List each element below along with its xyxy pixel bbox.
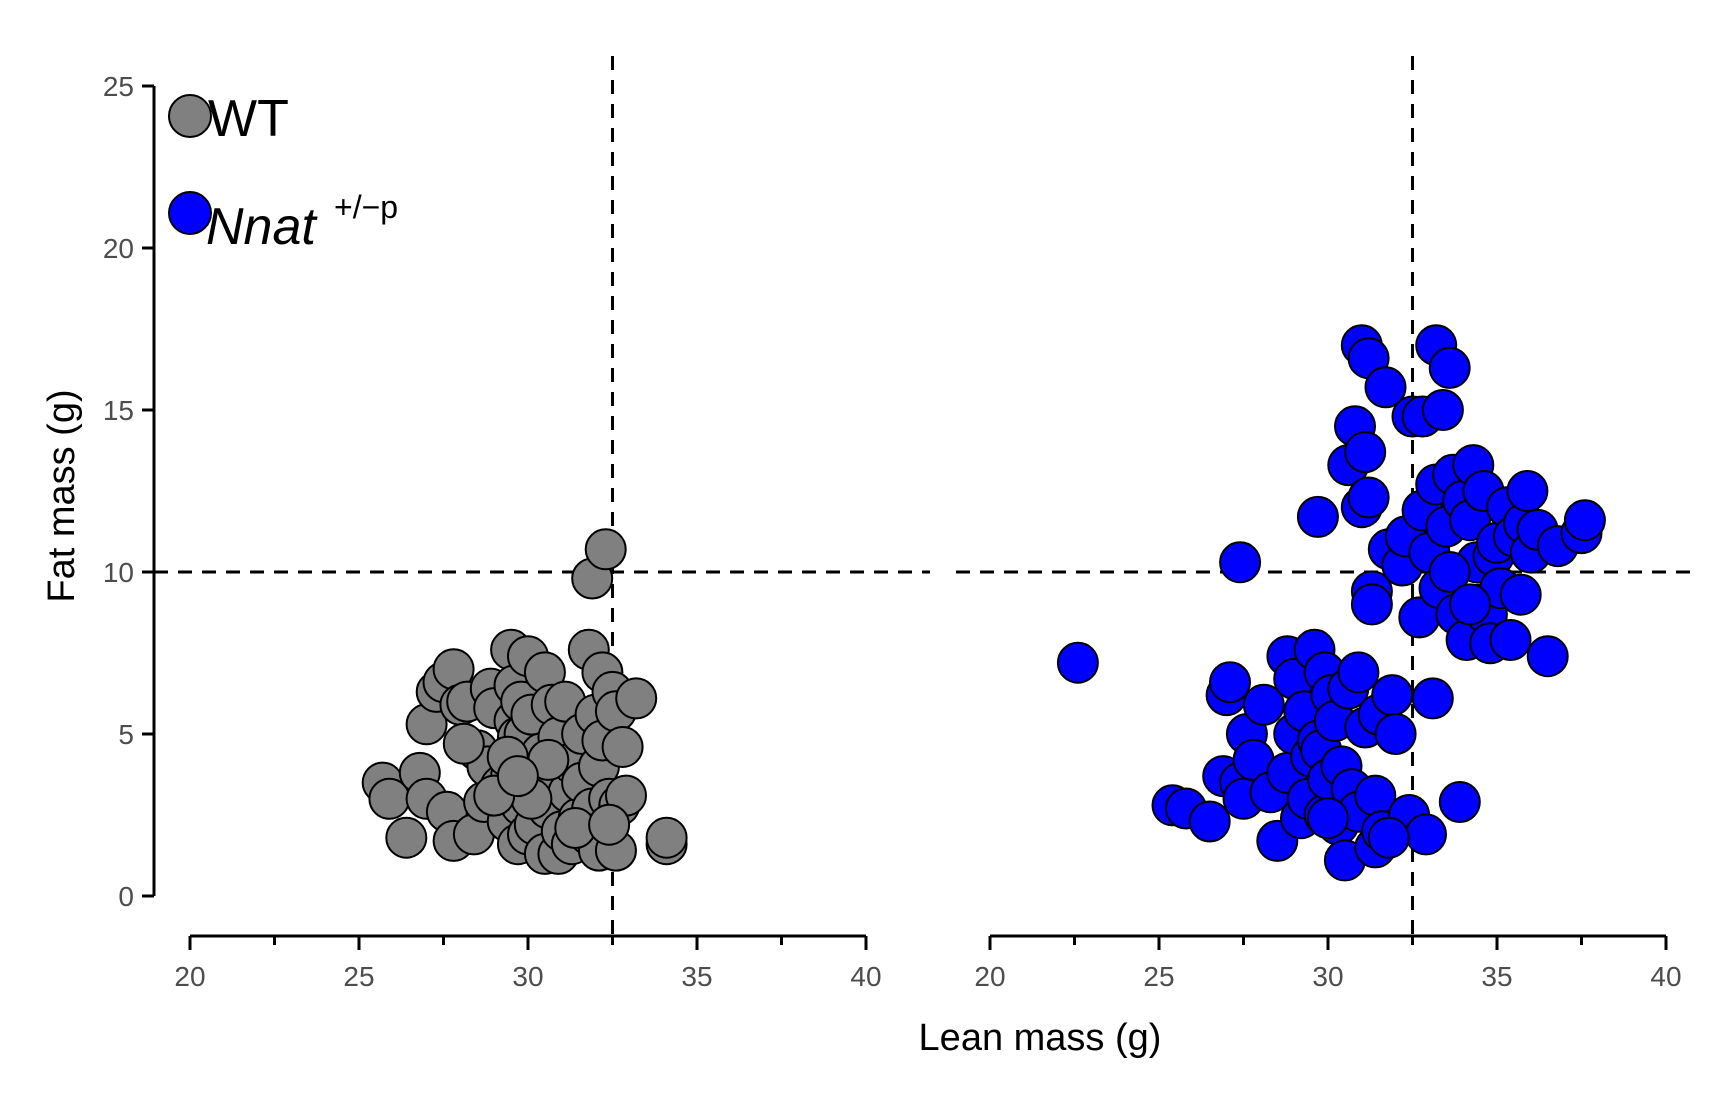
data-point-nnat: [1405, 813, 1447, 856]
data-point-nnat: [1371, 674, 1414, 717]
x-tick-label: 30: [512, 961, 543, 992]
data-point-wt: [601, 726, 644, 768]
x-tick-label: 35: [681, 961, 712, 992]
x-tick-label: 35: [1481, 961, 1512, 992]
legend-label-nnat-superscript: +/−p: [334, 189, 398, 225]
x-tick-label: 40: [850, 961, 881, 992]
data-point-nnat: [1296, 495, 1339, 538]
data-point-wt: [442, 722, 485, 765]
data-point-wt: [645, 816, 688, 859]
data-point-nnat: [1188, 800, 1231, 843]
x-tick-label: 20: [174, 961, 205, 992]
data-point-nnat: [1364, 366, 1407, 409]
data-point-wt: [615, 677, 658, 720]
x-tick-label: 25: [1143, 961, 1174, 992]
y-tick-label: 0: [118, 881, 134, 912]
y-tick-label: 10: [103, 557, 134, 588]
legend-marker-wt: [168, 94, 212, 138]
y-tick-label: 15: [103, 395, 134, 426]
data-point-nnat: [1209, 661, 1251, 704]
data-point-nnat: [1242, 683, 1285, 726]
data-point-nnat: [1344, 431, 1387, 474]
data-point-wt: [588, 803, 631, 846]
x-tick-label: 30: [1312, 961, 1343, 992]
x-tick-label: 25: [343, 961, 374, 992]
x-tick-label: 20: [974, 961, 1005, 992]
y-tick-label: 25: [103, 71, 134, 102]
data-point-nnat: [1449, 583, 1491, 626]
y-axis-title: Fat mass (g): [41, 389, 83, 602]
x-tick-label: 40: [1650, 961, 1681, 992]
data-point-nnat: [1411, 677, 1454, 720]
y-tick-label: 5: [118, 719, 134, 750]
data-point-nnat: [1350, 583, 1393, 626]
data-point-nnat: [1219, 541, 1262, 584]
data-point-nnat: [1374, 713, 1417, 755]
data-point-nnat: [1056, 641, 1099, 684]
x-axis-title: Lean mass (g): [919, 1017, 1162, 1059]
data-point-nnat: [1428, 346, 1471, 389]
data-point-nnat: [1367, 816, 1410, 859]
data-point-wt: [496, 755, 539, 798]
data-point-wt: [385, 816, 428, 859]
y-tick-label: 20: [103, 233, 134, 264]
legend-label-wt: WT: [208, 90, 289, 148]
data-point-nnat: [1438, 781, 1481, 823]
data-point-nnat: [1526, 635, 1569, 678]
data-point-nnat: [1307, 797, 1349, 840]
data-point-nnat: [1347, 476, 1390, 519]
data-point-wt: [584, 528, 627, 571]
data-point-nnat: [1563, 499, 1606, 542]
data-point-nnat: [1489, 619, 1532, 661]
data-point-nnat: [1428, 551, 1471, 593]
legend-label-nnat: Nnat: [206, 198, 318, 256]
data-point-nnat: [1421, 389, 1464, 431]
data-point-nnat: [1506, 470, 1549, 512]
legend-marker-nnat: [168, 191, 212, 235]
data-point-nnat: [1337, 651, 1380, 694]
data-point-nnat: [1499, 573, 1542, 616]
